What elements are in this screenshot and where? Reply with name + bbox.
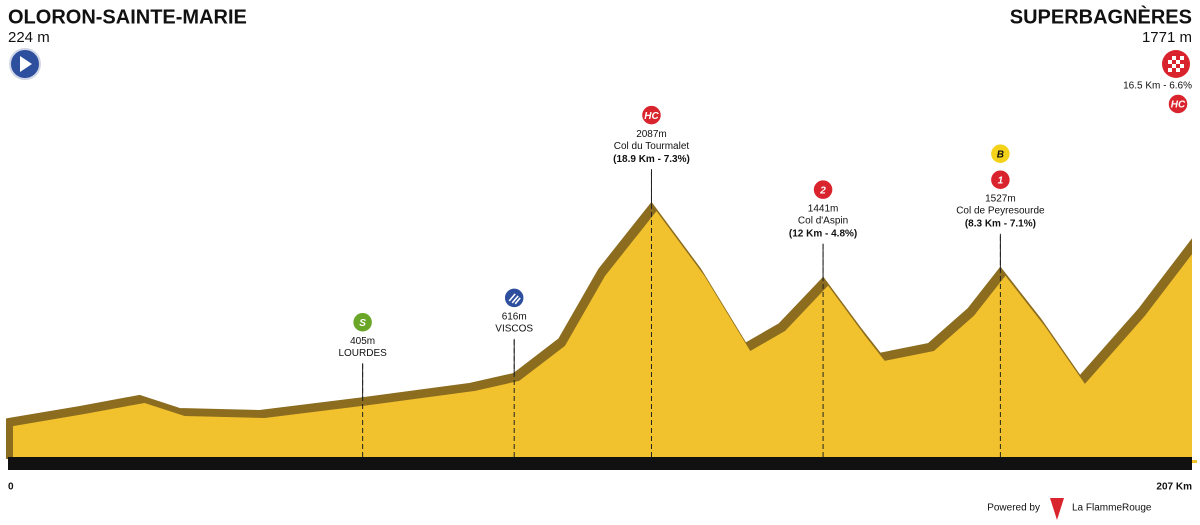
distance-bar	[8, 457, 1192, 470]
start-name: OLORON-SAINTE-MARIE	[8, 6, 247, 28]
marker-name: Col de Peyresourde	[956, 205, 1045, 216]
marker-altitude: 616m	[502, 312, 527, 323]
badge-text: B	[997, 149, 1004, 160]
badge	[640, 104, 663, 126]
marker-detail: (12 Km - 4.8%)	[789, 228, 857, 239]
badge	[989, 143, 1012, 165]
marker-detail: (18.9 Km - 7.3%)	[613, 154, 690, 165]
footer-logo	[1050, 498, 1064, 520]
badge	[989, 169, 1012, 191]
marker-name: LOURDES	[338, 348, 387, 359]
badge-text: 2	[819, 185, 826, 196]
finish-flag-checks	[1168, 56, 1184, 72]
marker-altitude: 1441m	[808, 203, 839, 214]
marker-detail: (8.3 Km - 7.1%)	[965, 218, 1036, 229]
finish-name: SUPERBAGNÈRES	[1010, 5, 1192, 28]
badge-text: S	[359, 318, 366, 329]
finish-flag-square	[1168, 56, 1184, 72]
marker-altitude: 1527m	[985, 193, 1016, 204]
marker-name: Col du Tourmalet	[614, 141, 690, 152]
footer-brand: La FlammeRouge	[1072, 503, 1152, 514]
finish-altitude: 1771 m	[1142, 29, 1192, 46]
badge	[812, 178, 834, 201]
start-icon-arrow	[20, 56, 32, 72]
badge-icon	[508, 293, 521, 305]
marker-altitude: 2087m	[636, 129, 667, 140]
footer-powered: Powered by	[987, 503, 1040, 514]
x-tick-label: 0	[8, 482, 14, 493]
marker-altitude: 405m	[350, 336, 375, 347]
marker-name: VISCOS	[495, 324, 533, 335]
finish-flag	[1162, 50, 1190, 78]
badge-text: HC	[1171, 100, 1186, 111]
profile-edge-cover	[1192, 150, 1200, 460]
marker-name: Col d'Aspin	[798, 215, 848, 226]
finish-detail: 16.5 Km - 6.6%	[1123, 81, 1192, 92]
x-tick-label: 207 Km	[1156, 482, 1192, 493]
start-altitude: 224 m	[8, 29, 50, 46]
badge	[1167, 93, 1189, 115]
badge	[351, 311, 374, 334]
profile-area	[13, 211, 1197, 463]
badge-text: 1	[998, 175, 1004, 186]
badge-text: HC	[644, 111, 659, 122]
badge	[503, 287, 525, 309]
